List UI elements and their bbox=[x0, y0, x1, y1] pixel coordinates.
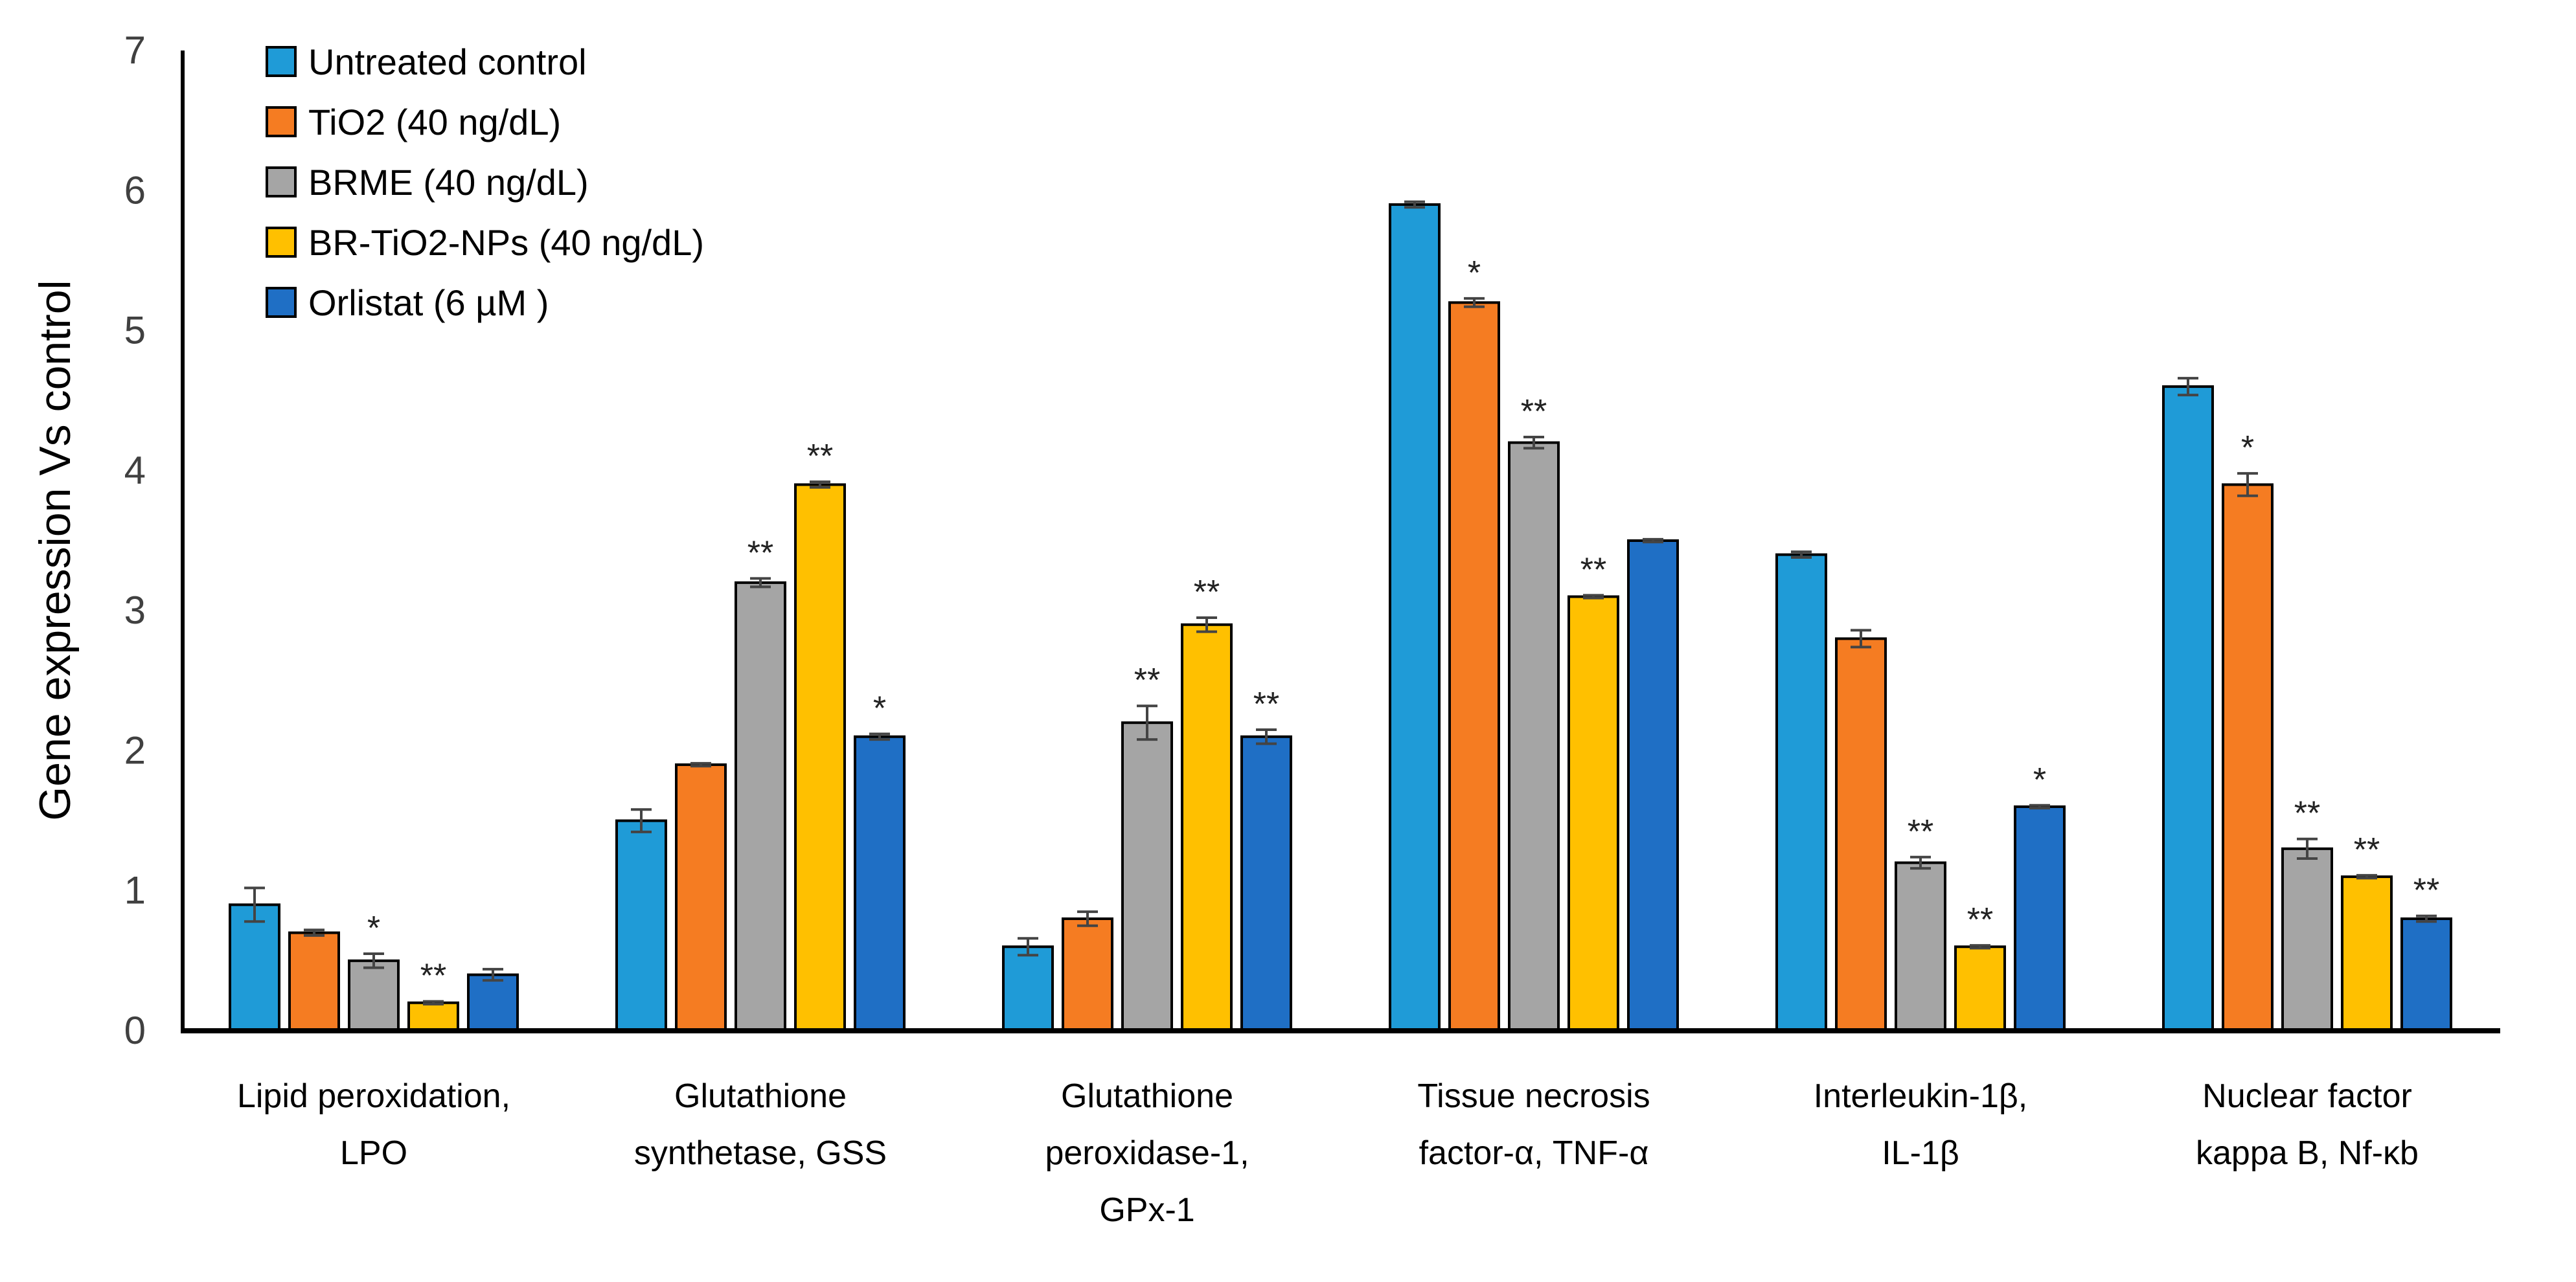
category-label: LPO bbox=[340, 1134, 407, 1172]
bar bbox=[1508, 441, 1560, 1032]
y-tick-label: 4 bbox=[124, 449, 146, 492]
legend-swatch bbox=[266, 287, 297, 318]
y-tick-label: 1 bbox=[124, 869, 146, 912]
significance-marker: ** bbox=[1253, 686, 1279, 723]
bar bbox=[1121, 721, 1173, 1032]
y-tick-label: 7 bbox=[124, 28, 146, 72]
bar bbox=[2341, 875, 2393, 1032]
significance-marker: ** bbox=[747, 534, 773, 572]
bar bbox=[735, 581, 786, 1032]
bar bbox=[2162, 385, 2214, 1032]
legend-label: BRME (40 ng/dL) bbox=[308, 162, 589, 203]
y-axis-label: Gene expression Vs control bbox=[30, 280, 80, 820]
bar bbox=[1002, 945, 1054, 1032]
significance-marker: ** bbox=[1580, 551, 1606, 589]
category-label: peroxidase-1, bbox=[1045, 1134, 1249, 1172]
significance-marker: ** bbox=[420, 958, 446, 995]
bar bbox=[2222, 483, 2274, 1032]
significance-marker: ** bbox=[1908, 813, 1933, 851]
category-label: kappa B, Nf-κb bbox=[2196, 1134, 2419, 1172]
category-label: GPx-1 bbox=[1099, 1191, 1194, 1229]
legend-label: BR-TiO2-NPs (40 ng/dL) bbox=[308, 222, 704, 263]
significance-marker: ** bbox=[1194, 574, 1220, 611]
legend-swatch bbox=[266, 106, 297, 137]
category-label: Lipid peroxidation, bbox=[237, 1077, 510, 1115]
category-label: IL-1β bbox=[1882, 1134, 1959, 1172]
bar bbox=[467, 973, 519, 1032]
bar bbox=[229, 903, 280, 1033]
significance-marker: ** bbox=[2294, 795, 2320, 833]
bar bbox=[1567, 595, 1619, 1032]
category-label: Nuclear factor bbox=[2202, 1077, 2412, 1115]
bar bbox=[1181, 623, 1233, 1032]
bar bbox=[1775, 553, 1827, 1032]
y-tick-label: 5 bbox=[124, 309, 146, 352]
legend-swatch bbox=[266, 166, 297, 197]
bar bbox=[1835, 637, 1887, 1032]
category-label: factor-α, TNF-α bbox=[1419, 1134, 1649, 1172]
category-labels: Lipid peroxidation, LPO Glutathione synthet… bbox=[237, 1077, 2419, 1229]
significance-marker: * bbox=[367, 910, 380, 947]
y-tick-label: 0 bbox=[124, 1009, 146, 1052]
bar bbox=[1240, 735, 1292, 1033]
significance-marker: * bbox=[1468, 254, 1481, 292]
category-label: Glutathione bbox=[674, 1077, 847, 1115]
y-tick-label: 6 bbox=[124, 168, 146, 212]
bar bbox=[1627, 539, 1679, 1032]
bar bbox=[1448, 301, 1500, 1032]
significance-marker: * bbox=[2033, 761, 2046, 799]
bar bbox=[1062, 917, 1113, 1032]
bar bbox=[854, 735, 906, 1033]
significance-marker: * bbox=[873, 690, 886, 727]
bars: ******************************* bbox=[229, 200, 2452, 1033]
legend-swatch bbox=[266, 227, 297, 258]
bar bbox=[288, 931, 340, 1032]
category-label: Tissue necrosis bbox=[1417, 1077, 1650, 1115]
category-label: Glutathione bbox=[1061, 1077, 1233, 1115]
legend: Untreated control TiO2 (40 ng/dL) BRME (40… bbox=[266, 41, 704, 323]
bar bbox=[1954, 945, 2006, 1032]
significance-marker: ** bbox=[2354, 831, 2380, 869]
significance-marker: * bbox=[2241, 429, 2254, 467]
y-tick-label: 3 bbox=[124, 589, 146, 632]
significance-marker: ** bbox=[807, 438, 833, 475]
bar bbox=[1389, 203, 1441, 1032]
legend-swatch bbox=[266, 46, 297, 77]
bar bbox=[615, 819, 667, 1032]
category-label: Interleukin-1β, bbox=[1814, 1077, 2028, 1115]
bar bbox=[2281, 847, 2333, 1033]
legend-label: Orlistat (6 µM ) bbox=[308, 282, 549, 323]
y-tick-label: 2 bbox=[124, 728, 146, 772]
bar bbox=[675, 763, 727, 1032]
significance-marker: ** bbox=[1967, 901, 1993, 939]
category-label: synthetase, GSS bbox=[634, 1134, 887, 1172]
bar bbox=[2400, 917, 2452, 1032]
legend-label: TiO2 (40 ng/dL) bbox=[308, 102, 561, 142]
bar bbox=[1895, 861, 1946, 1032]
significance-marker: ** bbox=[2413, 872, 2439, 910]
y-axis-ticks: 0 1 2 3 4 5 6 7 bbox=[124, 28, 146, 1052]
significance-marker: ** bbox=[1134, 662, 1160, 699]
significance-marker: ** bbox=[1521, 393, 1547, 431]
legend-label: Untreated control bbox=[308, 41, 587, 82]
bar bbox=[348, 959, 400, 1033]
bar bbox=[2014, 805, 2066, 1032]
bar bbox=[407, 1001, 459, 1032]
bar bbox=[794, 483, 846, 1032]
